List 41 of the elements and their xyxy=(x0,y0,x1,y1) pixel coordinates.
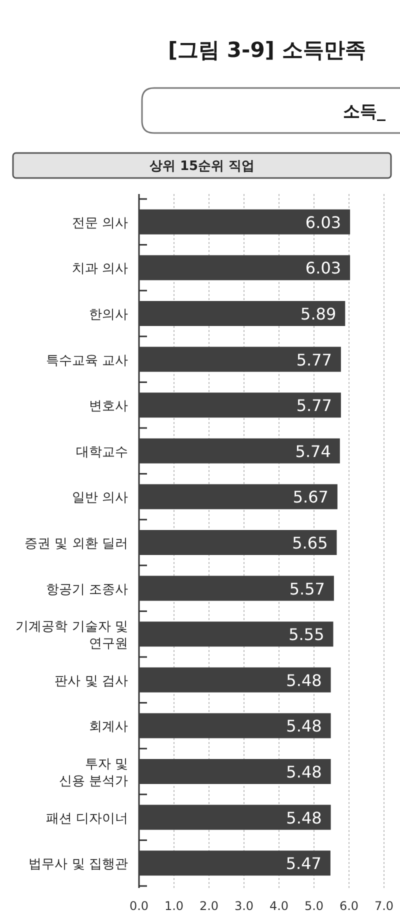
y-tick-label: 증권 및 외환 딜러 xyxy=(24,536,128,552)
data-label: 5.48 xyxy=(286,716,322,736)
y-tick-label: 항공기 조종사 xyxy=(46,582,128,598)
y-tick-label: 한의사 xyxy=(89,308,128,322)
chart-title: [그림 3-9] 소득만족 xyxy=(168,38,366,62)
y-tick-label: 패션 디자이너 xyxy=(46,811,128,826)
data-label: 5.74 xyxy=(295,442,331,461)
data-label: 5.48 xyxy=(286,670,322,690)
data-label: 5.77 xyxy=(296,396,332,416)
data-label: 5.67 xyxy=(292,488,328,507)
data-label: 5.89 xyxy=(300,304,336,324)
x-tick-label: 6.0 xyxy=(339,899,359,913)
data-label: 5.77 xyxy=(296,350,332,370)
data-label: 5.65 xyxy=(292,534,328,552)
x-tick-label: 4.0 xyxy=(269,899,289,913)
y-tick-label: 특수교육 교사 xyxy=(46,353,128,368)
y-tick-label: 치과 의사 xyxy=(72,262,128,277)
y-tick-label: 변호사 xyxy=(89,399,128,414)
chart-subtitle: 소득_ xyxy=(343,102,386,122)
y-tick-label: 전문 의사 xyxy=(72,216,128,231)
data-label: 5.57 xyxy=(289,579,325,598)
y-tick-label: 기계공학 기술자 및 연구원 xyxy=(16,620,128,652)
y-tick-label: 일반 의사 xyxy=(72,490,128,506)
y-tick-label: 회계사 xyxy=(89,720,128,735)
y-tick-label: 대학교수 xyxy=(76,444,128,460)
y-tick-label: 투자 및 신용 분석가 xyxy=(58,757,128,789)
x-tick-label: 3.0 xyxy=(234,899,254,913)
text: 상위 15순위 직업 xyxy=(149,159,255,174)
x-tick-label: 5.0 xyxy=(304,899,324,913)
y-tick-label: 법무사 및 집행관 xyxy=(28,857,128,872)
data-label: 5.48 xyxy=(286,808,322,828)
y-tick-label: 판사 및 검사 xyxy=(54,674,128,689)
data-label: 6.03 xyxy=(305,212,342,232)
data-label: 5.48 xyxy=(286,762,322,782)
x-tick-label: 2.0 xyxy=(199,899,219,913)
data-label: 6.03 xyxy=(305,258,342,278)
x-tick-label: 7.0 xyxy=(374,899,394,913)
x-tick-label: 1.0 xyxy=(164,899,184,913)
x-tick-label: 0.0 xyxy=(129,899,149,913)
data-label: 5.55 xyxy=(288,625,324,644)
data-label: 5.47 xyxy=(286,854,322,874)
